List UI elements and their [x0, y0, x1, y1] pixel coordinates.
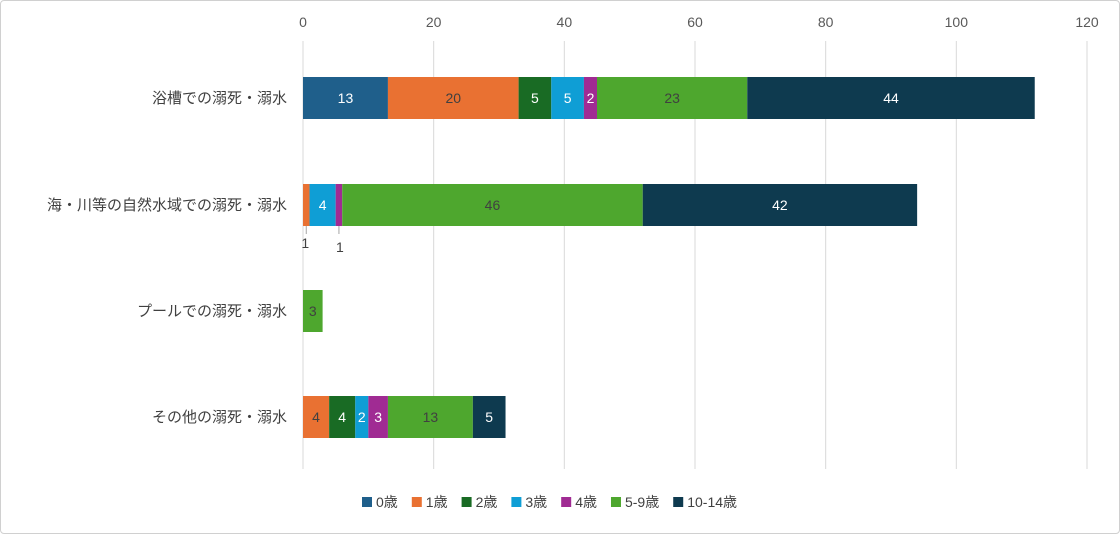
data-label: 4 [312, 409, 320, 425]
bars [303, 77, 1035, 438]
data-label: 13 [423, 409, 439, 425]
legend: 0歳 1歳 2歳 3歳 4歳 5-9歳 10-14歳 [362, 494, 737, 510]
data-label: 5 [564, 90, 572, 106]
legend-swatch [411, 497, 422, 507]
legend-swatch [673, 497, 684, 507]
legend-swatch [511, 497, 522, 507]
legend-entry: 5-9歳 [625, 494, 659, 510]
data-label: 23 [664, 90, 680, 106]
data-label: 13 [338, 90, 354, 106]
data-label: 5 [531, 90, 539, 106]
legend-entry: 4歳 [575, 494, 597, 510]
x-tick-label: 0 [299, 14, 307, 30]
legend-entry: 3歳 [525, 494, 547, 510]
data-label: 1 [301, 235, 309, 251]
x-tick-label: 100 [945, 14, 969, 30]
data-label: 4 [338, 409, 346, 425]
category-label: プールでの溺死・溺水 [137, 302, 287, 320]
data-label: 1 [336, 239, 344, 255]
x-tick-label: 60 [687, 14, 703, 30]
legend-entry: 10-14歳 [687, 494, 737, 510]
legend-entry: 1歳 [426, 494, 448, 510]
bar-segment [342, 184, 643, 226]
category-label: 海・川等の自然水域での溺死・溺水 [47, 196, 287, 214]
bar-segment [303, 77, 388, 119]
bar-segment [303, 396, 330, 438]
x-tick-label: 80 [818, 14, 834, 30]
bar-segment [472, 396, 506, 438]
data-label: 44 [883, 90, 899, 106]
category-label: その他の溺死・溺水 [152, 408, 287, 426]
legend-swatch [561, 497, 572, 507]
data-label: 20 [445, 90, 461, 106]
bar-segment [642, 184, 918, 226]
bar-segment [551, 77, 584, 119]
legend-swatch [362, 497, 372, 507]
bar-segment [597, 77, 748, 119]
bar-segment [309, 184, 336, 226]
legend-swatch [461, 497, 472, 507]
bar-segment [747, 77, 1035, 119]
bar-segment [518, 77, 552, 119]
legend-entry: 0歳 [376, 494, 398, 510]
bar-segment [335, 184, 343, 226]
data-label: 3 [374, 409, 382, 425]
data-label: 5 [485, 409, 493, 425]
legend-entry: 2歳 [476, 494, 498, 510]
bar-segment [583, 77, 597, 119]
x-tick-label: 20 [426, 14, 442, 30]
data-label: 46 [485, 197, 501, 213]
category-labels: 浴槽での溺死・溺水海・川等の自然水域での溺死・溺水プールでの溺死・溺水その他の溺… [47, 89, 287, 426]
data-label: 3 [309, 303, 317, 319]
x-axis-ticks: 0 20 40 60 80 100 120 [299, 14, 1099, 30]
legend-swatch [610, 497, 621, 507]
category-label: 浴槽での溺死・溺水 [152, 89, 287, 107]
data-label: 4 [319, 197, 327, 213]
x-tick-label: 120 [1075, 14, 1099, 30]
bar-segment [303, 184, 310, 226]
bar-segment [387, 396, 473, 438]
bar-segment [387, 77, 519, 119]
bar-segment [329, 396, 356, 438]
data-labels: 13 20 5 5 2 23 444 46 421 134 4 2 3 13 5 [301, 90, 899, 425]
data-label: 42 [772, 197, 788, 213]
bar-segment [355, 396, 369, 438]
data-label: 2 [587, 90, 595, 106]
bar-segment [303, 290, 323, 332]
data-label: 2 [358, 409, 366, 425]
bar-segment [368, 396, 388, 438]
x-tick-label: 40 [557, 14, 573, 30]
